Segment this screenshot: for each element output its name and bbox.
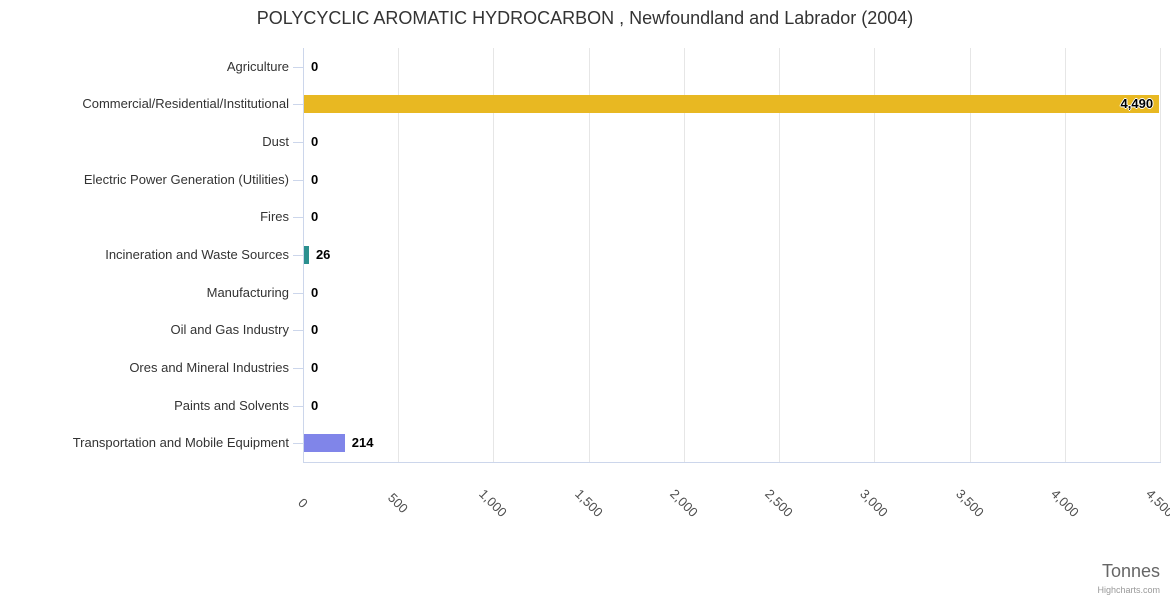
category-label: Dust (262, 134, 289, 150)
gridline (874, 48, 876, 462)
category-label: Commercial/Residential/Institutional (82, 96, 289, 112)
x-tick-label: 2,000 (667, 486, 701, 520)
category-label: Incineration and Waste Sources (105, 247, 289, 262)
gridline (1160, 48, 1161, 462)
axis-tick (293, 293, 303, 294)
value-label: 0 (311, 171, 319, 187)
axis-tick (293, 255, 303, 256)
bar[interactable] (304, 434, 345, 453)
x-axis-title: Tonnes (1101, 561, 1160, 581)
gridline (969, 48, 971, 462)
value-label: 214 (351, 435, 374, 451)
bar[interactable] (304, 95, 1159, 114)
category-label: Electric Power Generation (Utilities) (83, 171, 289, 187)
value-label: 0 (311, 58, 319, 74)
category-label: Oil and Gas Industry (170, 322, 290, 338)
value-label: 4,490 (1120, 96, 1154, 112)
value-label: 0 (311, 322, 319, 338)
axis-tick (293, 180, 303, 181)
plot-area (303, 48, 1161, 463)
gridline (779, 48, 781, 462)
category-label: Paints and Solvents (174, 397, 289, 413)
value-label: 0 (311, 134, 319, 150)
highcharts-credit-link[interactable]: Highcharts.com (1097, 585, 1160, 595)
x-tick-label: 1,500 (571, 486, 606, 520)
x-tick-label: 1,000 (476, 486, 511, 520)
category-label: Fires (260, 209, 289, 225)
category-label: Transportation and Mobile Equipment (72, 435, 289, 451)
bar[interactable] (304, 246, 309, 264)
axis-tick (293, 142, 303, 143)
value-label: 0 (311, 397, 319, 413)
axis-tick (293, 217, 303, 218)
gridline (493, 48, 495, 462)
category-label: Ores and Mineral Industries (129, 359, 289, 375)
value-label: 26 (315, 247, 331, 262)
x-tick-label: 500 (385, 490, 412, 516)
axis-tick (293, 443, 303, 444)
chart-title: POLYCYCLIC AROMATIC HYDROCARBON , Newfou… (256, 8, 914, 28)
axis-tick (293, 104, 303, 105)
value-label: 0 (311, 359, 319, 375)
category-label: Manufacturing (206, 284, 289, 300)
axis-tick (293, 368, 303, 369)
category-label: Agriculture (226, 58, 289, 74)
axis-tick (293, 330, 303, 331)
gridline (1064, 48, 1066, 462)
x-tick-label: 3,500 (952, 486, 987, 520)
x-tick-label: 0 (295, 495, 311, 511)
axis-tick (293, 406, 303, 407)
x-tick-label: 2,500 (762, 486, 796, 520)
gridline (683, 48, 685, 462)
x-tick-label: 3,000 (857, 486, 892, 520)
value-label: 0 (311, 209, 319, 225)
value-label: 0 (311, 284, 319, 300)
gridline (588, 48, 590, 462)
gridline (398, 48, 400, 462)
x-tick-label: 4,000 (1047, 486, 1082, 520)
axis-tick (293, 67, 303, 68)
x-tick-label: 4,500 (1143, 486, 1170, 520)
